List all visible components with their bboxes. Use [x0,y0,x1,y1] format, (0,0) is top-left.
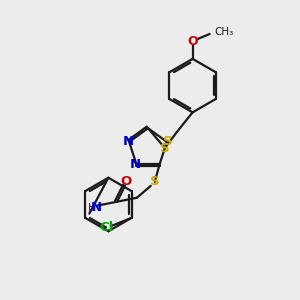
Text: Cl: Cl [100,221,114,234]
Text: S: S [163,135,173,148]
Text: H: H [88,202,97,213]
Text: N: N [130,158,141,170]
Text: O: O [120,176,132,188]
Text: O: O [187,34,198,47]
Text: S: S [150,176,160,188]
Text: CH₃: CH₃ [214,27,234,37]
Text: N: N [91,201,102,214]
Text: N: N [123,135,134,148]
Text: S: S [160,142,170,154]
